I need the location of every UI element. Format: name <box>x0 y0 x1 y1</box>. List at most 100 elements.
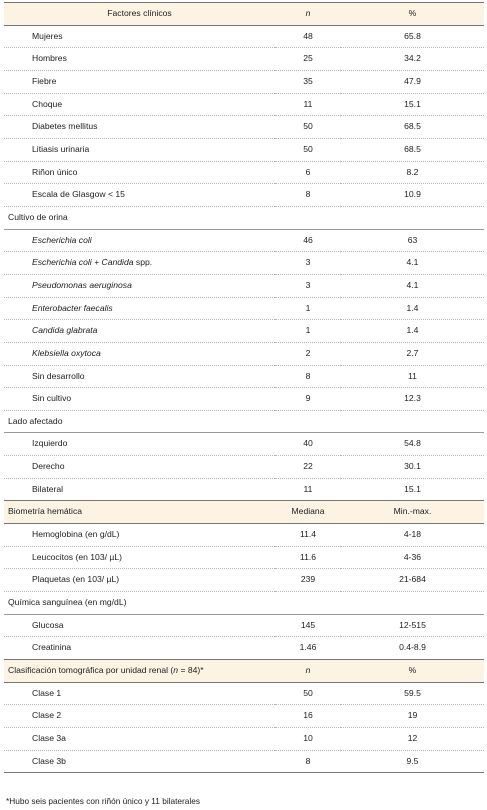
table-row: Clase 1 50 59.5 <box>4 682 484 706</box>
clinical-factors-table: Factores clínicos n % Mujeres 48 65.8 Homb… <box>4 2 484 810</box>
table-row: Klebsiella oxytoca 2 2.7 <box>4 342 484 366</box>
row-label: Glucosa <box>4 614 275 638</box>
row-n: 35 <box>275 70 341 94</box>
organism-suffix: spp. <box>133 257 153 268</box>
row-n: 8 <box>275 183 341 207</box>
organism-suffix: Sin desarrollo <box>32 370 85 381</box>
row-pct: 8.2 <box>341 161 484 185</box>
row-label: Hombres <box>4 47 275 71</box>
organism-name: Pseudomonas aeruginosa <box>32 279 132 290</box>
row-pct: 9.5 <box>341 750 484 774</box>
table-row: Escherichia coli + Candida spp. 3 4.1 <box>4 251 484 275</box>
row-median: 145 <box>275 614 341 638</box>
row-pct: 63 <box>341 229 484 253</box>
row-label: Leucocitos (en 103/ µL) <box>4 546 275 570</box>
header-n: n <box>275 659 341 683</box>
row-n: 16 <box>275 704 341 728</box>
row-median: 239 <box>275 568 341 593</box>
footnote-row: *Hubo seis pacientes con riñón único y 1… <box>4 773 484 810</box>
table-row: Pseudomonas aeruginosa 3 4.1 <box>4 274 484 298</box>
row-median: 11.4 <box>275 523 341 547</box>
row-median: 11.6 <box>275 546 341 570</box>
title-n: n <box>173 665 179 676</box>
row-pct: 1.4 <box>341 319 484 343</box>
table-row: Escala de Glasgow < 15 8 10.9 <box>4 183 484 207</box>
footnote: *Hubo seis pacientes con riñón único y 1… <box>6 796 201 807</box>
row-n: 6 <box>275 161 341 185</box>
header-pct: % <box>341 659 484 683</box>
row-label: Sin cultivo <box>4 387 275 411</box>
table-row: Escherichia coli 46 63 <box>4 229 484 253</box>
row-pct: 4.1 <box>341 251 484 275</box>
row-n: 50 <box>275 682 341 706</box>
row-label: Diabetes mellitus <box>4 115 275 139</box>
row-n: 10 <box>275 727 341 751</box>
table-row: Sin cultivo 9 12.3 <box>4 387 484 411</box>
row-pct: 30.1 <box>341 455 484 479</box>
row-n: 3 <box>275 274 341 298</box>
section-blood-chemistry: Química sanguínea (en mg/dL) <box>4 591 484 615</box>
row-pct: 68.5 <box>341 138 484 162</box>
organism-name: Escherichia coli <box>32 234 92 245</box>
row-n: 3 <box>275 251 341 275</box>
row-label: Litiasis urinaria <box>4 138 275 162</box>
table-row: Litiasis urinaria 50 68.5 <box>4 138 484 162</box>
row-label: Clase 3b <box>4 750 275 774</box>
row-pct: 59.5 <box>341 682 484 706</box>
row-label: Choque <box>4 93 275 117</box>
header-median: Mediana <box>275 500 341 525</box>
row-pct: 19 <box>341 704 484 728</box>
table-row: Clase 3b 8 9.5 <box>4 750 484 774</box>
row-pct: 47.9 <box>341 70 484 94</box>
row-label: Pseudomonas aeruginosa <box>4 274 275 298</box>
table-header: Factores clínicos n % <box>4 2 484 26</box>
header-factors: Factores clínicos <box>4 2 275 26</box>
row-label: Riñon único <box>4 161 275 185</box>
row-label: Creatinina <box>4 636 275 661</box>
table-row: Clase 3a 10 12 <box>4 727 484 751</box>
organism-name: Klebsiella oxytoca <box>32 347 101 358</box>
row-label: Sin desarrollo <box>4 365 275 389</box>
row-pct: 2.7 <box>341 342 484 366</box>
row-range: 4-36 <box>341 546 484 570</box>
row-label: Candida glabrata <box>4 319 275 343</box>
row-n: 1 <box>275 319 341 343</box>
row-n: 9 <box>275 387 341 411</box>
table-row: Clase 2 16 19 <box>4 704 484 728</box>
row-label: Clase 1 <box>4 682 275 706</box>
row-label: Bilateral <box>4 478 275 502</box>
row-n: 50 <box>275 138 341 162</box>
row-pct: 15.1 <box>341 93 484 117</box>
section-title: Clasificación tomográfica por unidad ren… <box>4 659 275 683</box>
table-row: Candida glabrata 1 1.4 <box>4 319 484 343</box>
section-hematic-header: Biometría hemática Mediana Min.-max. <box>4 500 484 525</box>
table-row: Bilateral 11 15.1 <box>4 478 484 502</box>
row-pct: 15.1 <box>341 478 484 502</box>
organism-name: Enterobacter faecalis <box>32 302 113 313</box>
section-urine-culture: Cultivo de orina <box>4 206 484 230</box>
row-pct: 12.3 <box>341 387 484 411</box>
row-pct: 12 <box>341 727 484 751</box>
table-row: Enterobacter faecalis 1 1.4 <box>4 297 484 321</box>
row-range: 4-18 <box>341 523 484 547</box>
row-n: 22 <box>275 455 341 479</box>
table-row: Plaquetas (en 103/ µL) 239 21-684 <box>4 568 484 593</box>
row-label: Mujeres <box>4 25 275 49</box>
table-row: Choque 11 15.1 <box>4 93 484 117</box>
row-pct: 54.8 <box>341 432 484 457</box>
table-row: Creatinina 1.46 0.4-8.9 <box>4 636 484 661</box>
table-row: Riñon único 6 8.2 <box>4 161 484 185</box>
section-tomographic-header: Clasificación tomográfica por unidad ren… <box>4 659 484 683</box>
row-n: 1 <box>275 297 341 321</box>
organism-suffix: Sin cultivo <box>32 393 72 404</box>
header-pct: % <box>341 2 484 26</box>
row-label: Escherichia coli + Candida spp. <box>4 251 275 275</box>
row-pct: 65.8 <box>341 25 484 49</box>
row-n: 2 <box>275 342 341 366</box>
table-row: Diabetes mellitus 50 68.5 <box>4 115 484 139</box>
table-row: Leucocitos (en 103/ µL) 11.6 4-36 <box>4 546 484 570</box>
row-n: 11 <box>275 93 341 117</box>
row-label: Derecho <box>4 455 275 479</box>
row-range: 0.4-8.9 <box>341 636 484 661</box>
organism-name: Candida glabrata <box>32 325 98 336</box>
